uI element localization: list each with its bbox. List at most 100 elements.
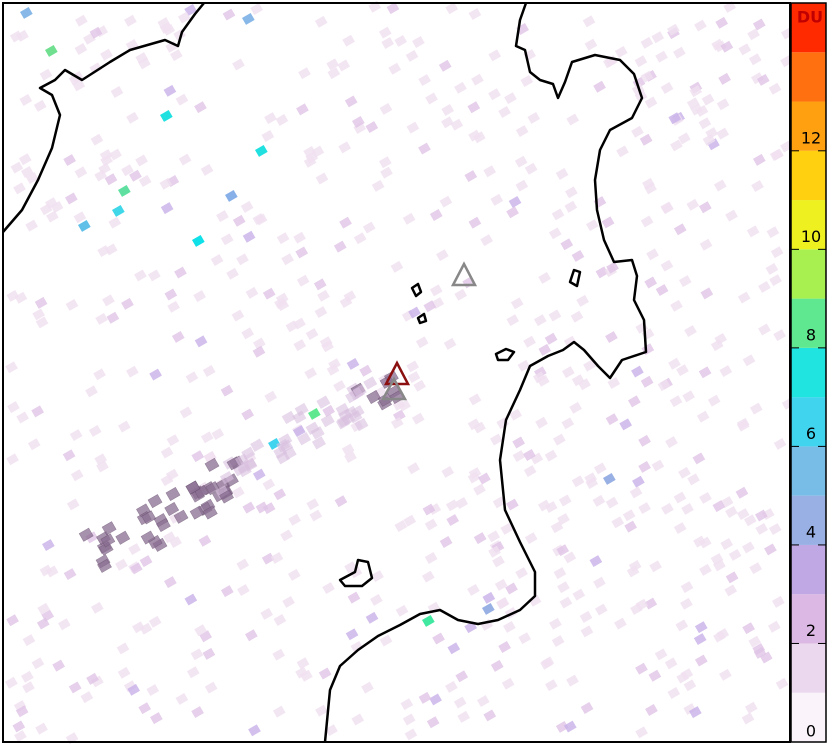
pixel — [413, 379, 426, 392]
pixel — [512, 436, 525, 449]
pixel — [605, 413, 619, 426]
colorbar-tick-label: 6 — [806, 424, 816, 443]
pixel — [500, 522, 514, 535]
pixel — [635, 598, 649, 611]
pixel — [274, 297, 287, 310]
pixel — [619, 418, 633, 431]
pixel — [593, 576, 606, 589]
pixel — [15, 705, 29, 718]
pixel — [699, 491, 712, 504]
pixel — [37, 602, 51, 615]
pixel — [533, 314, 547, 327]
pixel — [694, 654, 708, 667]
pixel — [121, 164, 134, 177]
pixel — [328, 358, 341, 371]
pixel — [371, 570, 384, 583]
pixel — [555, 720, 569, 733]
pixel — [589, 555, 603, 568]
pixel — [169, 49, 183, 62]
pixel — [561, 417, 575, 430]
pixel — [467, 101, 481, 114]
pixel — [252, 468, 266, 481]
pixel — [616, 145, 629, 158]
pixel — [139, 555, 153, 568]
pixel — [264, 112, 277, 125]
pixel — [528, 594, 542, 607]
pixel — [231, 309, 245, 322]
pixel — [496, 597, 510, 610]
pixel — [127, 683, 140, 696]
pixel — [424, 518, 438, 531]
pixel — [13, 182, 26, 195]
pixel — [758, 323, 771, 336]
pixel — [252, 345, 266, 358]
pixel — [595, 266, 609, 279]
pixel — [129, 169, 142, 182]
pixel — [293, 231, 306, 244]
pixel — [668, 357, 681, 370]
pixel — [296, 657, 310, 670]
pixel — [634, 55, 648, 68]
pixel — [605, 331, 618, 344]
pixel — [555, 168, 569, 180]
pixel — [205, 481, 221, 496]
pixel — [648, 669, 662, 682]
pixel — [635, 726, 648, 739]
pixel — [557, 513, 570, 525]
pixel — [476, 695, 490, 708]
pixel — [478, 472, 491, 485]
pixel — [657, 379, 671, 392]
pixel — [395, 604, 409, 617]
pixel — [446, 514, 460, 527]
pixel — [68, 681, 82, 694]
pixel — [498, 106, 511, 118]
pixel — [86, 672, 99, 685]
pixel — [273, 614, 287, 626]
pixel — [638, 502, 651, 514]
pixel — [296, 274, 310, 287]
pixel — [88, 424, 102, 437]
volcano-marker — [450, 261, 478, 287]
pixel — [482, 602, 495, 615]
pixel — [202, 505, 218, 520]
pixel — [566, 113, 580, 126]
pixel — [275, 114, 289, 126]
pixel — [352, 116, 365, 128]
pixel — [455, 497, 469, 509]
pixel — [769, 274, 782, 287]
pixel — [638, 460, 651, 473]
pixel — [607, 377, 621, 389]
pixel — [162, 23, 176, 36]
pixel — [276, 232, 290, 245]
pixel — [538, 271, 551, 284]
pixel — [74, 166, 88, 179]
pixel — [564, 200, 578, 213]
pixel — [775, 677, 789, 690]
pixel — [344, 561, 357, 574]
pixel — [563, 720, 577, 733]
pixel — [445, 499, 459, 512]
map-frame — [2, 2, 791, 743]
colorbar-band — [791, 52, 826, 102]
colorbar-band — [791, 544, 826, 595]
pixel — [680, 581, 694, 594]
pixel — [682, 390, 695, 403]
pixel — [308, 408, 321, 420]
pixel — [189, 505, 205, 520]
pixel — [556, 544, 570, 557]
pixel — [407, 371, 421, 384]
pixel — [94, 169, 108, 182]
pixel — [716, 98, 730, 111]
pixel — [512, 450, 526, 463]
pixel — [464, 170, 478, 183]
pixel — [80, 691, 94, 704]
pixel — [406, 121, 420, 134]
pixel — [27, 438, 41, 451]
pixel — [231, 486, 245, 499]
pixel — [515, 567, 528, 580]
pixel — [480, 234, 493, 247]
pixel — [571, 250, 585, 262]
pixel — [593, 462, 607, 475]
pixel — [593, 80, 606, 93]
volcano-markers — [380, 261, 478, 401]
